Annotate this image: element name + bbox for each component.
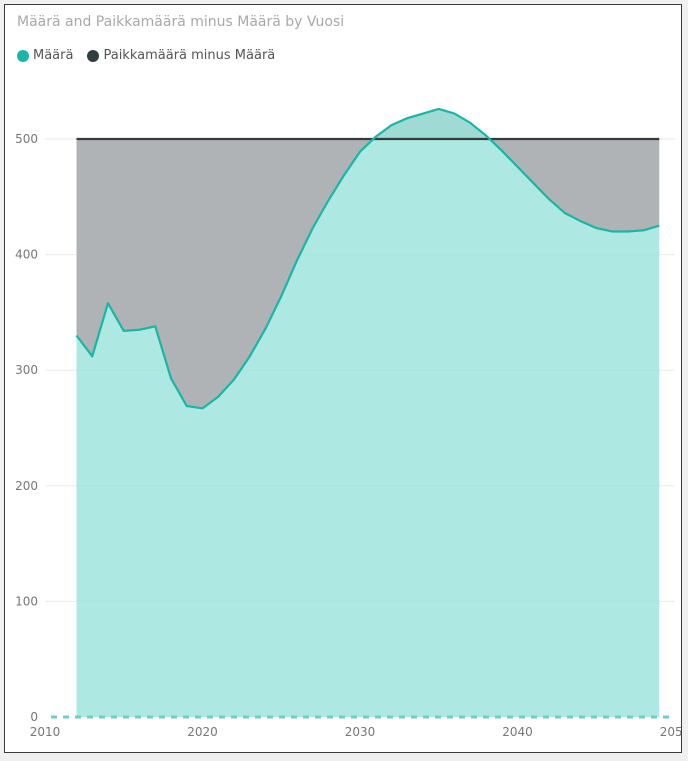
legend-label-maara: Määrä (33, 48, 74, 63)
x-tick-label: 2050 (660, 725, 681, 739)
x-tick-label: 2020 (187, 725, 218, 739)
chart-visual: Määrä and Paikkamäärä minus Määrä by Vuo… (4, 4, 682, 753)
y-tick-label: 100 (15, 594, 38, 608)
legend-label-paikkamaara: Paikkamäärä minus Määrä (103, 48, 276, 63)
area-maara (76, 108, 660, 718)
legend-marker-maara (17, 49, 29, 62)
y-tick-label: 0 (30, 710, 38, 724)
x-tick-label: 2010 (30, 725, 61, 739)
x-tick-label: 2040 (502, 725, 533, 739)
chart-plot: 0 100 200 300 400 500 2010 2020 2030 2040 2050 (15, 107, 681, 739)
x-tick-label: 2030 (345, 725, 376, 739)
y-tick-label: 400 (15, 248, 38, 262)
y-tick-label: 500 (15, 132, 38, 146)
area-paikkamaara-minus-maara (76, 108, 660, 409)
legend-item-paikkamaara[interactable]: Paikkamäärä minus Määrä (87, 48, 275, 63)
chart-title: Määrä and Paikkamäärä minus Määrä by Vuo… (17, 14, 345, 30)
legend-item-maara[interactable]: Määrä (17, 48, 73, 63)
line-maara (75, 107, 660, 410)
y-tick-label: 200 (15, 479, 38, 493)
legend-marker-paikkamaara (87, 49, 100, 62)
y-tick-label: 300 (15, 363, 38, 377)
legend: Määrä Paikkamäärä minus Määrä (17, 48, 289, 63)
